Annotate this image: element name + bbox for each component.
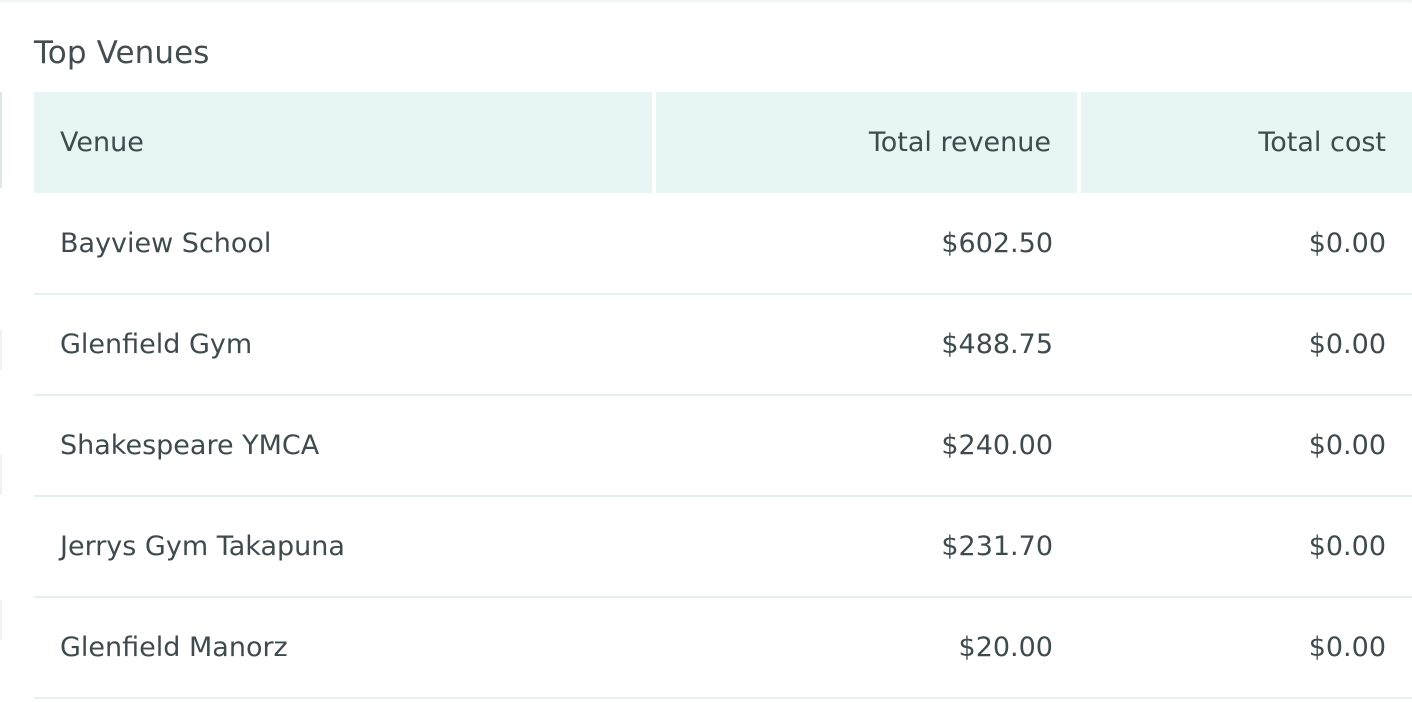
table-header-row: Venue Total revenue Total cost	[34, 92, 1412, 193]
venue-name-cell: Bayview School	[34, 193, 654, 295]
total-revenue-cell: $231.70	[654, 496, 1079, 598]
left-panel-edge	[0, 600, 2, 640]
total-cost-cell: $0.00	[1079, 294, 1412, 396]
column-header-total-cost[interactable]: Total cost	[1079, 92, 1412, 193]
top-venues-table: Venue Total revenue Total cost Bayview S…	[34, 92, 1412, 699]
total-cost-cell: $0.00	[1079, 395, 1412, 497]
total-cost-cell: $0.00	[1079, 597, 1412, 699]
table-row[interactable]: Bayview School $602.50 $0.00	[34, 193, 1412, 295]
top-divider	[0, 0, 1412, 4]
table-row[interactable]: Glenfield Manorz $20.00 $0.00	[34, 597, 1412, 699]
column-header-total-revenue[interactable]: Total revenue	[654, 92, 1081, 193]
total-revenue-cell: $488.75	[654, 294, 1079, 396]
total-revenue-cell: $20.00	[654, 597, 1079, 699]
venue-name-cell: Shakespeare YMCA	[34, 395, 654, 497]
top-venues-panel: Top Venues Venue Total revenue Total cos…	[34, 28, 1412, 699]
total-cost-cell: $0.00	[1079, 193, 1412, 295]
total-cost-cell: $0.00	[1079, 496, 1412, 598]
total-revenue-cell: $240.00	[654, 395, 1079, 497]
table-row[interactable]: Shakespeare YMCA $240.00 $0.00	[34, 395, 1412, 497]
panel-title: Top Venues	[34, 35, 210, 71]
left-panel-edge	[0, 330, 2, 370]
total-revenue-cell: $602.50	[654, 193, 1079, 295]
venue-name-cell: Glenfield Manorz	[34, 597, 654, 699]
left-panel-edge	[0, 92, 2, 188]
table-row[interactable]: Jerrys Gym Takapuna $231.70 $0.00	[34, 496, 1412, 598]
left-panel-edge	[0, 455, 2, 495]
column-header-venue[interactable]: Venue	[34, 92, 656, 193]
venue-name-cell: Jerrys Gym Takapuna	[34, 496, 654, 598]
table-row[interactable]: Glenfield Gym $488.75 $0.00	[34, 294, 1412, 396]
venue-name-cell: Glenfield Gym	[34, 294, 654, 396]
